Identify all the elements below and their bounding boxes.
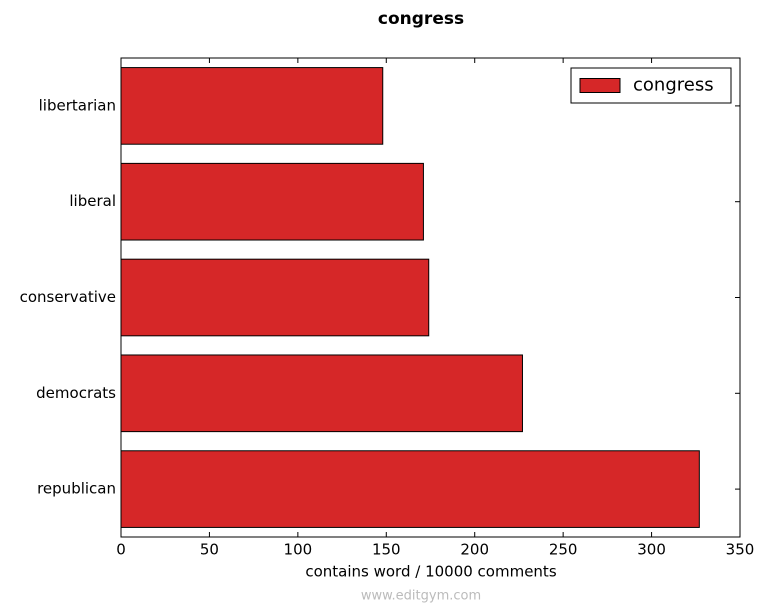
- y-tick-label: libertarian: [39, 96, 116, 114]
- legend-swatch: [579, 78, 621, 93]
- legend-label: congress: [633, 75, 714, 96]
- y-tick-label: democrats: [36, 384, 116, 402]
- bar: [120, 258, 430, 337]
- chart-title: congress: [378, 9, 464, 29]
- plot-frame: [120, 57, 741, 538]
- x-tick-label: 200: [460, 541, 489, 559]
- y-tick-label: conservative: [20, 288, 116, 306]
- y-tick-label: republican: [37, 480, 116, 498]
- bar: [120, 354, 523, 433]
- y-tick-label: liberal: [69, 192, 116, 210]
- x-tick-label: 100: [284, 541, 313, 559]
- x-axis-label: contains word / 10000 comments: [305, 563, 556, 581]
- bar: [120, 450, 700, 528]
- x-tick-label: 250: [549, 541, 578, 559]
- x-tick-label: 350: [726, 541, 755, 559]
- x-tick-label: 150: [372, 541, 401, 559]
- watermark: www.editgym.com: [361, 589, 481, 604]
- x-tick-label: 300: [637, 541, 666, 559]
- x-tick-label: 50: [200, 541, 219, 559]
- bar: [120, 67, 384, 145]
- bar: [120, 162, 424, 241]
- x-tick-label: 0: [116, 541, 126, 559]
